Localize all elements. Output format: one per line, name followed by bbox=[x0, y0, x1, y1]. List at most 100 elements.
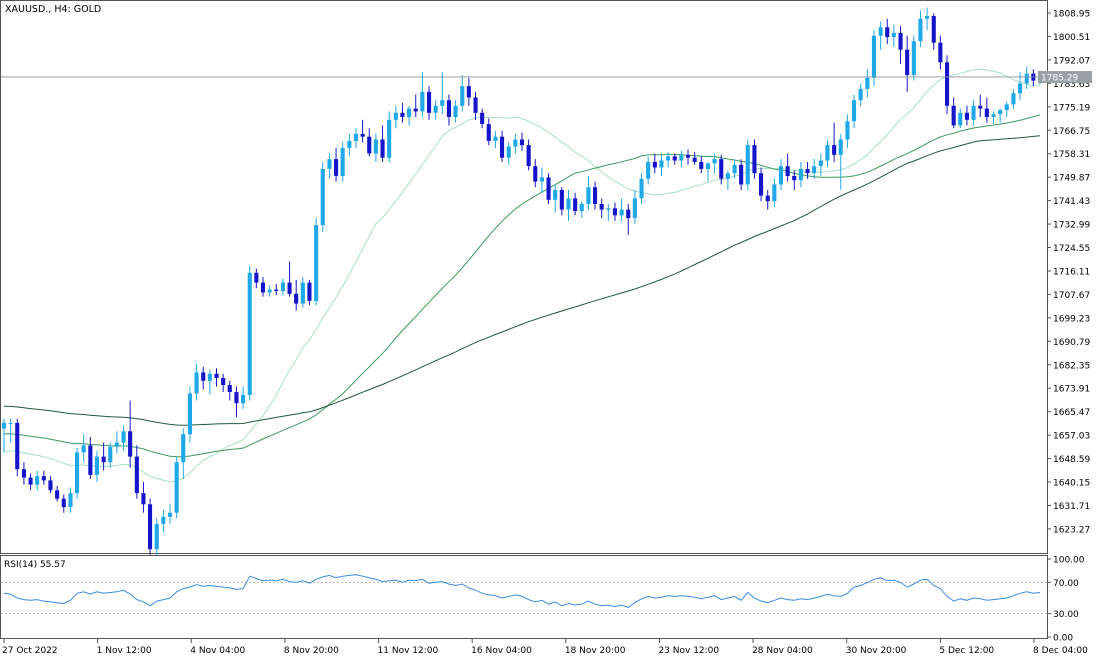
current-price-label: 1785.29 bbox=[1041, 74, 1078, 84]
candle-body bbox=[61, 498, 66, 508]
candle bbox=[812, 159, 817, 179]
candle bbox=[646, 156, 651, 185]
candle-body bbox=[752, 145, 757, 174]
candle-body bbox=[579, 204, 584, 211]
candle bbox=[672, 153, 677, 165]
candle-body bbox=[931, 16, 936, 43]
candle bbox=[161, 509, 166, 533]
candle bbox=[373, 133, 378, 162]
candle bbox=[778, 159, 783, 191]
candle bbox=[938, 35, 943, 70]
candle bbox=[984, 97, 989, 123]
candle-body bbox=[586, 187, 591, 204]
candle bbox=[21, 462, 26, 485]
candle-body bbox=[832, 145, 837, 155]
candle-body bbox=[446, 100, 451, 117]
candle-body bbox=[48, 480, 53, 491]
candle bbox=[732, 159, 737, 179]
candle bbox=[739, 159, 744, 191]
candle bbox=[407, 105, 412, 126]
candle-body bbox=[759, 173, 764, 196]
time-tick-label: 27 Oct 2022 bbox=[2, 646, 58, 656]
candle bbox=[891, 24, 896, 47]
time-tick-label: 1 Nov 12:00 bbox=[97, 646, 152, 656]
candle bbox=[772, 178, 777, 207]
rsi-tick-label: 100.00 bbox=[1053, 556, 1085, 566]
candle bbox=[55, 486, 60, 502]
candle bbox=[586, 175, 591, 210]
price-tick-label: 1766.75 bbox=[1053, 127, 1090, 137]
candle bbox=[400, 103, 405, 123]
candle-body bbox=[606, 208, 611, 210]
candle bbox=[61, 494, 66, 513]
candle-body bbox=[945, 62, 950, 106]
candle bbox=[247, 265, 252, 401]
candle bbox=[353, 128, 358, 148]
candle-body bbox=[121, 431, 126, 443]
candle-body bbox=[168, 512, 173, 517]
candle bbox=[991, 111, 996, 125]
candle bbox=[878, 21, 883, 50]
candle bbox=[294, 279, 299, 311]
candle-body bbox=[1011, 93, 1016, 105]
candle bbox=[719, 154, 724, 185]
candle bbox=[168, 504, 173, 524]
candle bbox=[593, 181, 598, 210]
rsi-tick-label: 70.00 bbox=[1053, 579, 1079, 589]
candle-body bbox=[221, 378, 226, 385]
candle-body bbox=[314, 225, 319, 301]
candle-body bbox=[174, 462, 179, 513]
candle-body bbox=[420, 91, 425, 112]
candle bbox=[81, 434, 86, 463]
candle-body bbox=[480, 112, 485, 124]
candle-body bbox=[161, 516, 166, 524]
candle-body bbox=[8, 422, 13, 424]
candle bbox=[480, 108, 485, 129]
candle bbox=[971, 100, 976, 126]
candlestick-series[interactable] bbox=[1, 7, 1042, 555]
price-tick-label: 1673.91 bbox=[1053, 385, 1090, 395]
candle-body bbox=[241, 394, 246, 404]
time-tick-label: 8 Dec 04:00 bbox=[1033, 646, 1088, 656]
candle bbox=[798, 161, 803, 188]
candle-body bbox=[187, 393, 192, 435]
candle-body bbox=[460, 86, 465, 106]
candle bbox=[573, 192, 578, 216]
candle bbox=[267, 285, 272, 297]
candle bbox=[128, 400, 133, 468]
candle bbox=[1004, 101, 1009, 118]
candle-body bbox=[998, 110, 1003, 115]
candle bbox=[380, 125, 385, 162]
candle-body bbox=[619, 209, 624, 216]
candle-body bbox=[553, 190, 558, 200]
time-axis: 27 Oct 2022 1 Nov 12:00 4 Nov 04:00 8 Nov 2… bbox=[2, 638, 1088, 656]
candle-body bbox=[148, 504, 153, 550]
candle-body bbox=[41, 476, 46, 481]
candle-body bbox=[101, 456, 106, 463]
candle-body bbox=[1004, 104, 1009, 110]
candle-body bbox=[765, 195, 770, 202]
candle-body bbox=[951, 105, 956, 126]
candle-body bbox=[267, 289, 272, 293]
candle bbox=[506, 142, 511, 165]
candle bbox=[433, 100, 438, 120]
candle-body bbox=[692, 157, 697, 162]
candle bbox=[705, 161, 710, 182]
candle-body bbox=[732, 164, 737, 174]
candle-body bbox=[280, 282, 285, 291]
candle bbox=[519, 132, 524, 151]
candle bbox=[393, 105, 398, 129]
candle bbox=[274, 284, 279, 296]
price-tick-label: 1808.95 bbox=[1053, 10, 1090, 20]
candle-body bbox=[114, 442, 119, 447]
candle-body bbox=[566, 198, 571, 210]
candle-body bbox=[938, 42, 943, 63]
candle-body bbox=[805, 169, 810, 174]
candle-body bbox=[334, 159, 339, 176]
candle bbox=[838, 133, 843, 191]
candle bbox=[951, 97, 956, 129]
candle bbox=[699, 156, 704, 174]
candle bbox=[579, 201, 584, 219]
candle bbox=[241, 386, 246, 409]
